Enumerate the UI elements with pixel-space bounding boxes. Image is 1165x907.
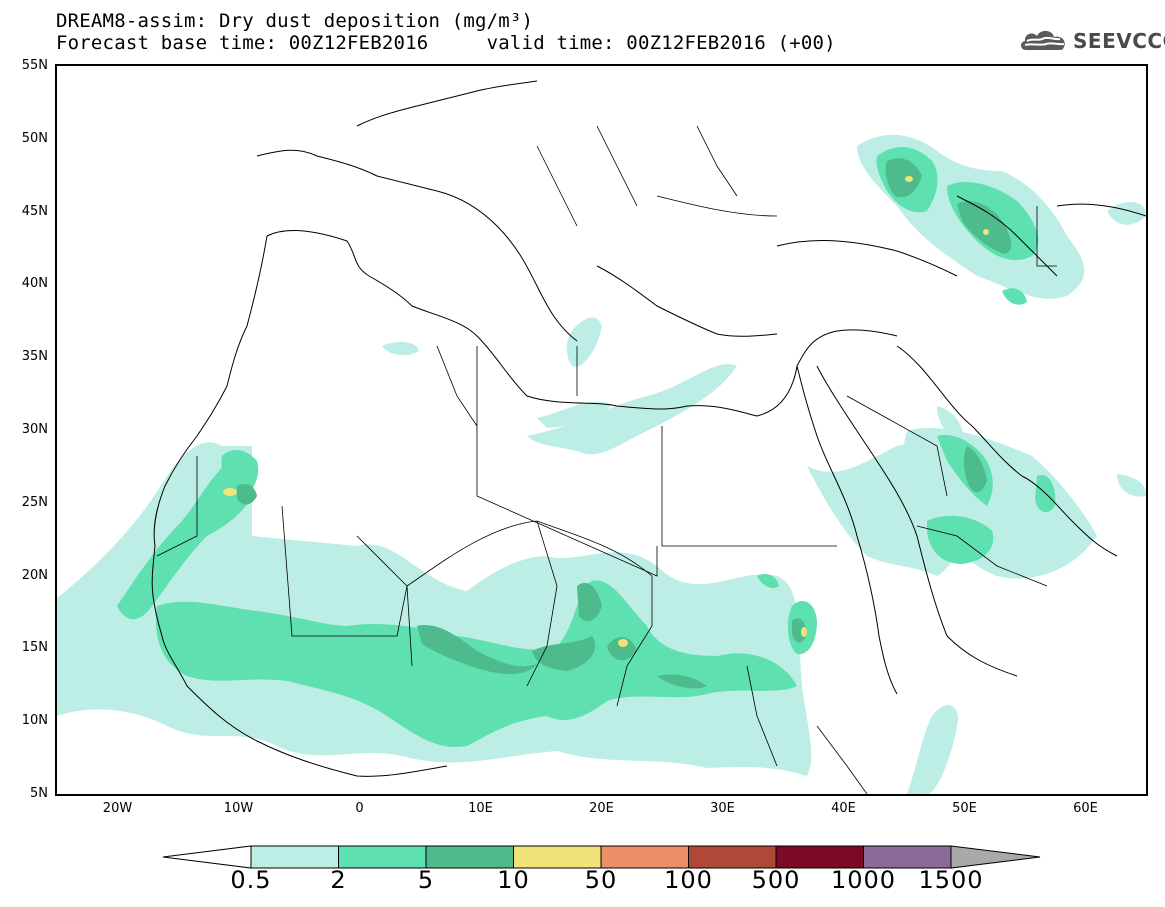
lat-label: 25N	[21, 494, 48, 510]
lat-label: 10N	[21, 713, 48, 729]
forecast-time-subtitle: Forecast base time: 00Z12FEB2016 valid t…	[56, 32, 836, 54]
cloud-icon	[1020, 30, 1065, 50]
logo-text: SEEVCCC	[1073, 29, 1165, 53]
legend-threshold-label: 50	[584, 866, 618, 894]
map-canvas	[57, 80, 1146, 794]
lon-label: 10W	[223, 801, 254, 816]
dust-deposition-map	[55, 64, 1148, 796]
legend-cell	[513, 845, 602, 869]
coastlines	[151, 80, 1146, 777]
legend-threshold-label: 1500	[918, 866, 984, 894]
lat-label: 35N	[21, 349, 48, 365]
legend-cell	[600, 845, 689, 869]
legend-under-triangle	[162, 845, 252, 869]
legend-threshold-label: 500	[751, 866, 801, 894]
lat-label: 30N	[21, 422, 48, 437]
dust-shading-high	[237, 158, 1012, 689]
legend-color-cells	[250, 845, 952, 869]
lat-label: 20N	[21, 567, 48, 583]
legend-threshold-label: 100	[664, 866, 713, 894]
lon-label: 20E	[589, 801, 614, 816]
lat-label: 40N	[21, 276, 48, 292]
legend-cell	[688, 845, 777, 869]
lat-label: 50N	[21, 130, 48, 146]
color-legend	[162, 845, 1041, 869]
lon-label: 10E	[468, 801, 493, 816]
legend-threshold-label: 0.5	[230, 866, 272, 894]
lon-label: 40E	[831, 801, 856, 816]
legend-threshold-label: 2	[330, 866, 347, 894]
seevccc-logo: SEEVCCC	[1018, 24, 1165, 58]
lon-label: 60E	[1073, 801, 1098, 816]
legend-threshold-label: 10	[497, 866, 530, 894]
dust-shading-peak	[223, 176, 989, 647]
legend-cell	[425, 845, 514, 869]
lon-label: 20W	[102, 801, 133, 816]
map-title: DREAM8-assim: Dry dust deposition (mg/m³…	[56, 10, 534, 32]
lat-label: 45N	[21, 203, 48, 219]
lat-label: 55N	[21, 58, 48, 73]
legend-cell	[250, 845, 339, 869]
legend-threshold-label: 1000	[830, 866, 897, 894]
legend-over-triangle	[950, 845, 1041, 869]
lat-label: 5N	[30, 786, 48, 801]
legend-cell	[863, 845, 952, 869]
lat-label: 15N	[21, 640, 48, 656]
lon-label: 30E	[710, 801, 735, 816]
legend-cell	[338, 845, 427, 869]
country-borders	[156, 125, 1057, 794]
legend-threshold-label: 5	[417, 866, 435, 894]
legend-cell	[775, 845, 864, 869]
lon-label: 0	[355, 801, 364, 816]
lon-label: 50E	[952, 801, 977, 816]
